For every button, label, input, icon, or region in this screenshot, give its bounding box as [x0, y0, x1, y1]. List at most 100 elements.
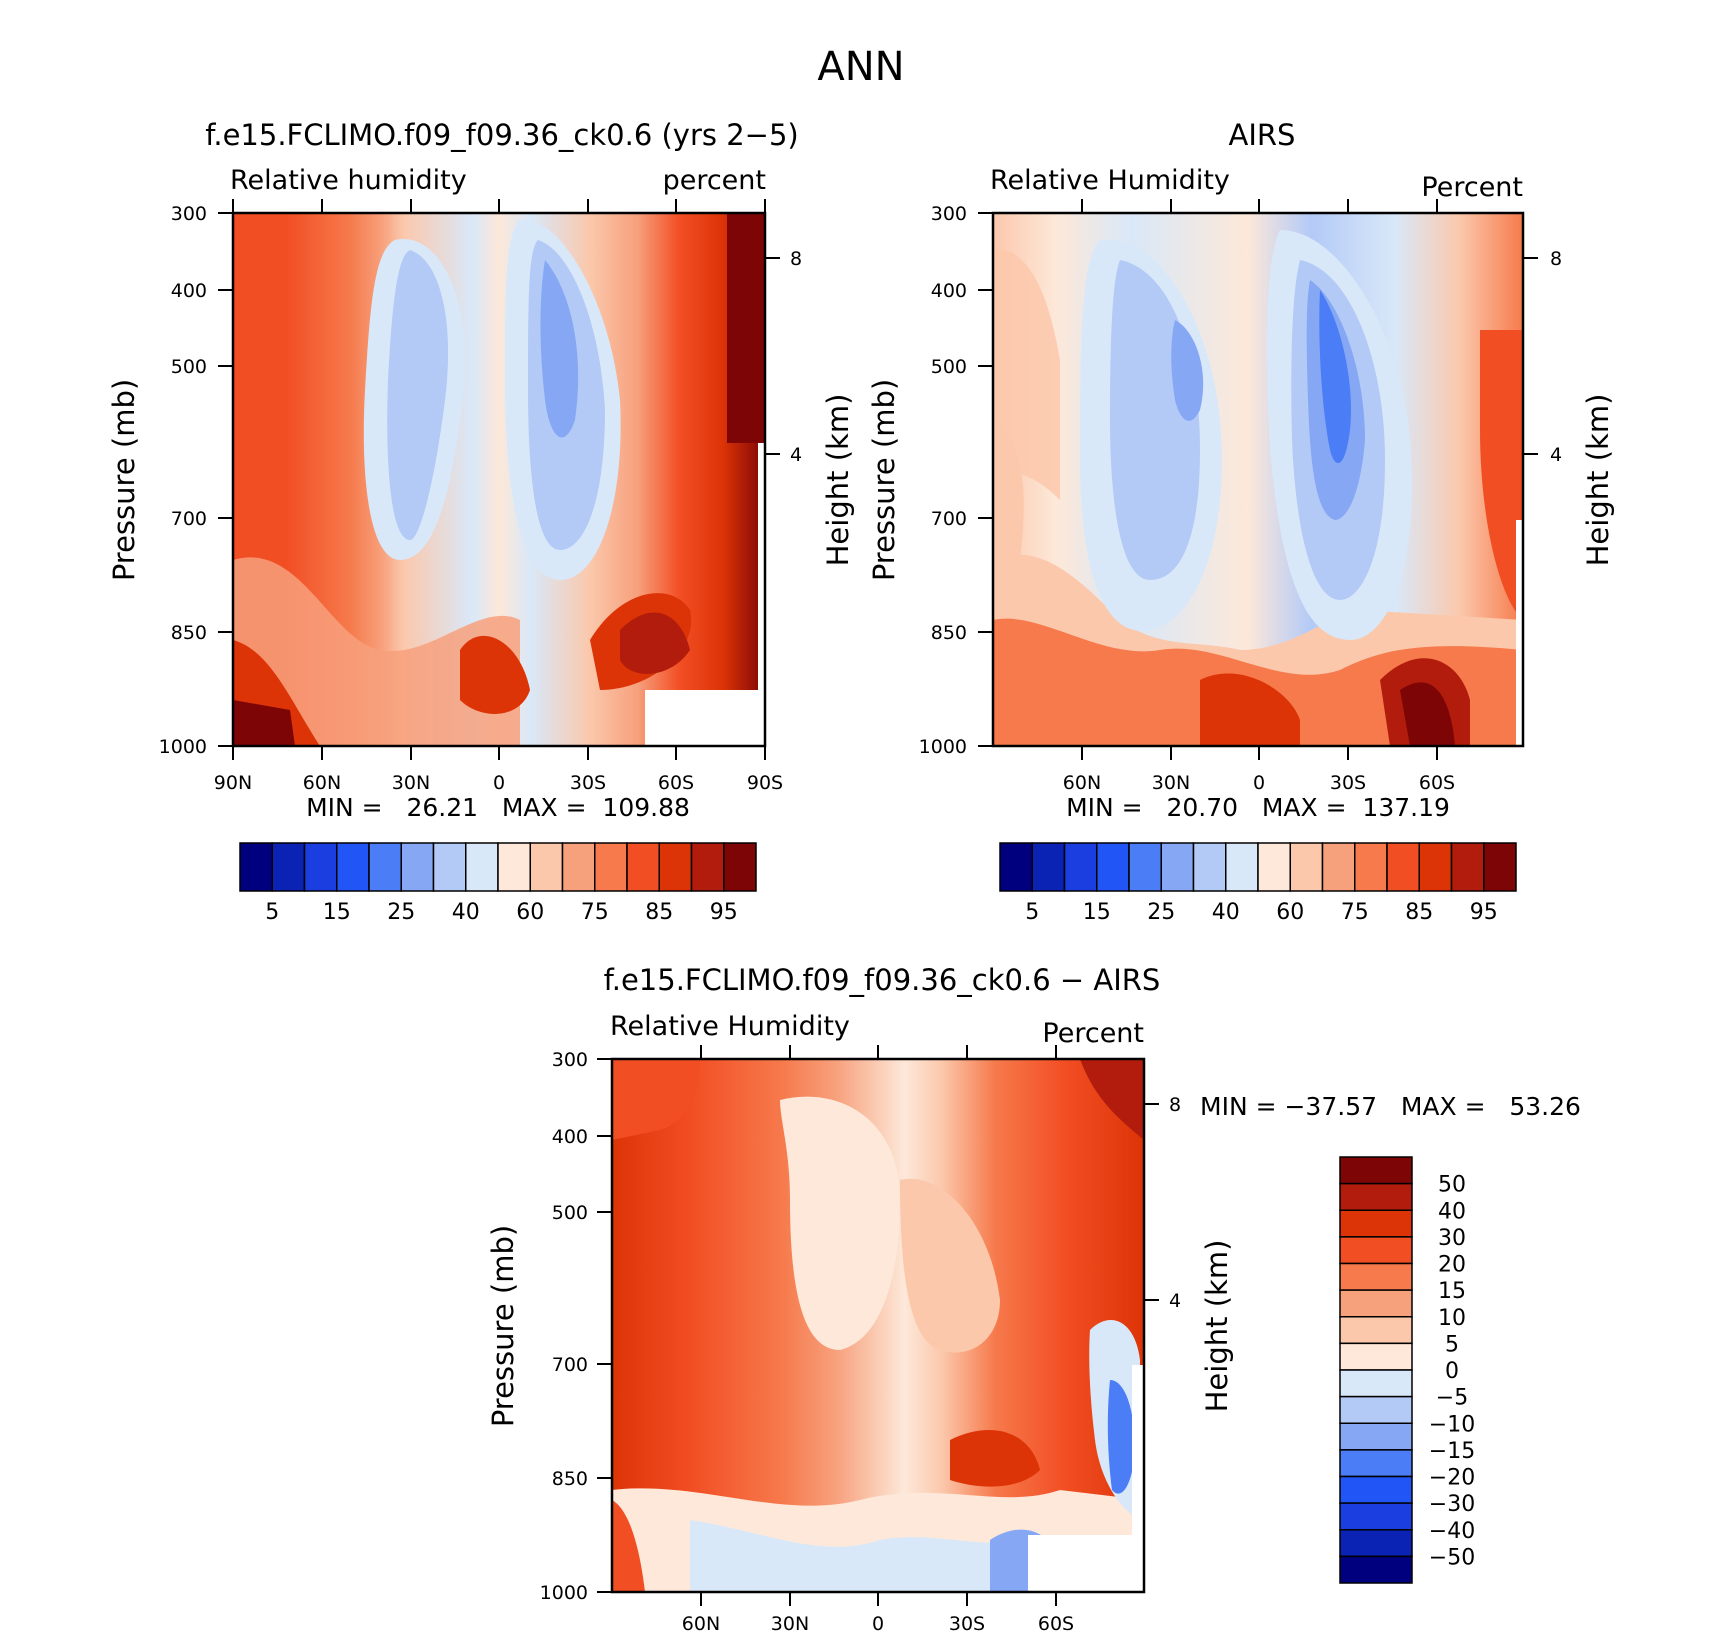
colorbar-swatch — [626, 842, 660, 892]
panel-obs-y-ticks: 300 400 500 700 850 1000 — [919, 203, 993, 758]
panel-diff-y-tick-label: 850 — [552, 1468, 588, 1490]
colorbar-swatch — [1192, 842, 1227, 892]
panel-obs-colorbar: 5 15 25 40 60 75 85 95 — [999, 842, 1517, 925]
panel-model-y2-axis-label: Height (km) — [821, 394, 855, 567]
colorbar-swatch — [303, 842, 338, 892]
colorbar-label: −40 — [1429, 1519, 1475, 1544]
panel-obs-x-tick-label: 30S — [1330, 772, 1366, 794]
panel-obs-units-label: Percent — [1421, 172, 1523, 203]
colorbar-swatch — [1031, 842, 1066, 892]
colorbar-label: 95 — [1470, 900, 1498, 925]
panel-obs-title: AIRS — [1229, 118, 1296, 152]
panel-model-title: f.e15.FCLIMO.f09_f09.36_ck0.6 (yrs 2−5) — [205, 118, 798, 152]
panel-obs-x-tick-label: 0 — [1253, 772, 1265, 794]
panel-diff-y-axis-label: Pressure (mb) — [486, 1225, 520, 1427]
panel-obs-y-tick-label: 500 — [931, 356, 967, 378]
colorbar-label: 20 — [1438, 1253, 1466, 1278]
colorbar-swatch — [1339, 1342, 1413, 1371]
panel-model-y-tick-label: 700 — [171, 508, 207, 530]
colorbar-swatch — [594, 842, 628, 892]
colorbar-label: 25 — [387, 900, 415, 925]
colorbar-swatch — [1386, 842, 1420, 892]
panel-model-x-ticks: 90N 60N 30N 0 30S 60S 90S — [214, 199, 783, 794]
panel-diff-x-tick-label: 60S — [1038, 1613, 1074, 1631]
colorbar-label: 40 — [1212, 900, 1240, 925]
colorbar-swatch — [432, 842, 467, 892]
colorbar-swatch — [658, 842, 693, 892]
colorbar-swatch — [1339, 1182, 1413, 1211]
panel-obs-y2-axis-label: Height (km) — [1581, 394, 1615, 567]
panel-diff-y2-axis-label: Height (km) — [1200, 1240, 1234, 1413]
panel-obs-y-tick-label: 400 — [931, 280, 967, 302]
panel-obs-minmax: MIN = 20.70 MAX = 137.19 — [1066, 793, 1450, 822]
colorbar-label: 0 — [1445, 1359, 1459, 1384]
colorbar-swatch — [690, 842, 725, 892]
panel-diff-y2-ticks: 8 4 — [1144, 1094, 1181, 1312]
colorbar-label: 85 — [645, 900, 673, 925]
panel-diff-x-tick-label: 30N — [771, 1613, 809, 1631]
panel-diff-y2-tick-label: 4 — [1169, 1290, 1181, 1312]
colorbar-swatch — [336, 842, 370, 892]
colorbar-swatch — [1339, 1262, 1413, 1291]
panel-diff-y-tick-label: 400 — [552, 1126, 588, 1148]
panel-model-y-tick-label: 400 — [171, 280, 207, 302]
colorbar-label: 40 — [452, 900, 480, 925]
panel-obs-y2-tick-label: 8 — [1550, 248, 1562, 270]
colorbar-label: 60 — [516, 900, 544, 925]
panel-obs-x-tick-label: 60S — [1419, 772, 1455, 794]
colorbar-swatch — [1063, 842, 1098, 892]
panel-model-x-tick-label: 30S — [570, 772, 606, 794]
colorbar-swatch — [368, 842, 402, 892]
colorbar-label: −50 — [1429, 1545, 1475, 1570]
colorbar-label: 95 — [710, 900, 738, 925]
colorbar-label: 10 — [1438, 1306, 1466, 1331]
colorbar-swatch — [1339, 1236, 1413, 1265]
panel-obs-y-tick-label: 700 — [931, 508, 967, 530]
panel-model-y-axis-label: Pressure (mb) — [107, 379, 141, 581]
colorbar-label: −5 — [1436, 1386, 1468, 1411]
panel-obs-y-tick-label: 850 — [931, 622, 967, 644]
panel-model-x-tick-label: 0 — [493, 772, 505, 794]
colorbar-label: 5 — [265, 900, 279, 925]
panel-obs-y2-tick-label: 4 — [1550, 444, 1562, 466]
panel-diff-y-tick-label: 1000 — [540, 1582, 588, 1604]
colorbar-swatch — [1418, 842, 1453, 892]
panel-diff-y2-tick-label: 8 — [1169, 1094, 1181, 1116]
panel-diff-y-tick-label: 700 — [552, 1354, 588, 1376]
colorbar-swatch — [1450, 842, 1485, 892]
panel-model-colorbar: 5 15 25 40 60 75 85 95 — [239, 842, 757, 925]
colorbar-swatch — [1160, 842, 1195, 892]
panel-diff-y-tick-label: 500 — [552, 1202, 588, 1224]
panel-model-x-tick-label: 60S — [658, 772, 694, 794]
colorbar-swatch — [561, 842, 596, 892]
panel-diff-field-label: Relative Humidity — [610, 1011, 850, 1042]
colorbar-swatch — [1339, 1475, 1413, 1504]
panel-obs-x-tick-label: 30N — [1152, 772, 1190, 794]
colorbar-label: −15 — [1429, 1439, 1475, 1464]
colorbar-label: −20 — [1429, 1466, 1475, 1491]
panel-model-units-label: percent — [663, 165, 766, 196]
panel-diff-contours — [612, 1059, 1144, 1592]
colorbar-swatch — [1339, 1209, 1413, 1238]
panel-diff-x-tick-label: 0 — [872, 1613, 884, 1631]
panel-model-y-tick-label: 300 — [171, 203, 207, 225]
colorbar-swatch — [529, 842, 564, 892]
colorbar-swatch — [1354, 842, 1388, 892]
panel-obs-contours — [993, 213, 1523, 746]
colorbar-swatch — [1339, 1369, 1413, 1398]
colorbar-swatch — [239, 842, 273, 892]
panel-model-y-ticks: 300 400 500 700 850 1000 — [159, 203, 233, 758]
panel-model-y2-tick-label: 8 — [790, 248, 802, 270]
colorbar-label: 75 — [581, 900, 609, 925]
panel-diff: f.e15.FCLIMO.f09_f09.36_ck0.6 − AIRS Rel… — [486, 963, 1581, 1631]
colorbar-label: 15 — [1083, 900, 1111, 925]
colorbar-label: 25 — [1147, 900, 1175, 925]
panel-diff-x-ticks: 60N 30N 0 30S 60S — [682, 1045, 1074, 1631]
colorbar-swatch — [1257, 842, 1291, 892]
colorbar-label: 5 — [1445, 1332, 1459, 1357]
panel-obs-y-tick-label: 300 — [931, 203, 967, 225]
figure-title: ANN — [817, 44, 904, 90]
colorbar-swatch — [1289, 842, 1324, 892]
panel-obs-x-ticks: 60N 30N 0 30S 60S — [1063, 199, 1455, 794]
